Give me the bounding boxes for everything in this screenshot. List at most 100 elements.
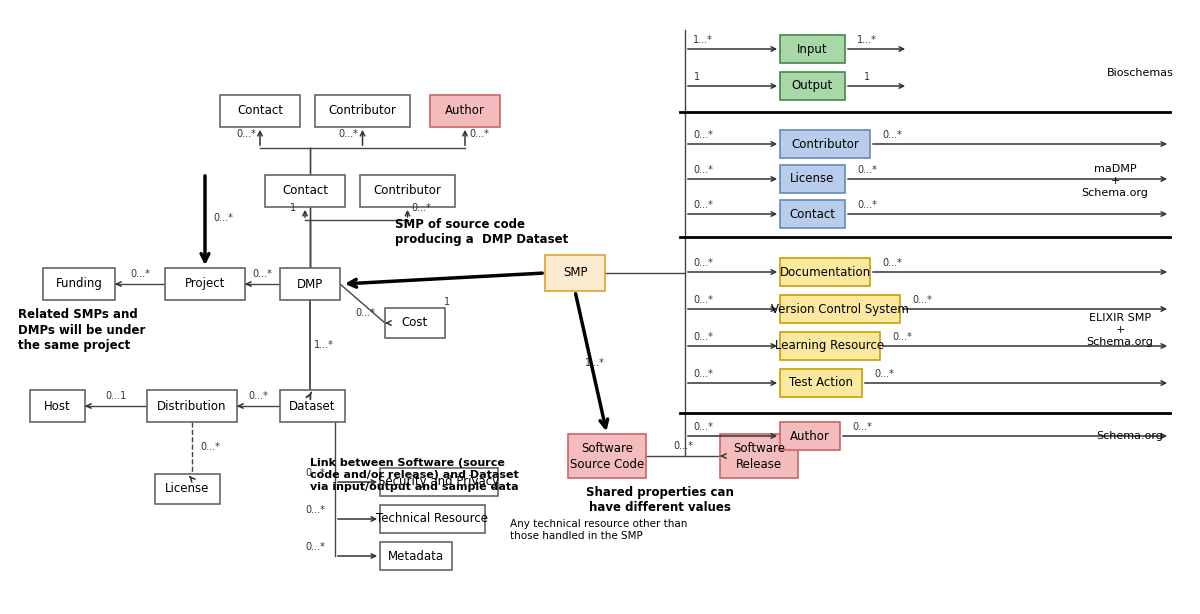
Text: 0...*: 0...*: [694, 422, 713, 432]
Text: License: License: [166, 483, 210, 495]
Text: 0...*: 0...*: [857, 165, 877, 175]
Text: SMP of source code
producing a  DMP Dataset: SMP of source code producing a DMP Datas…: [395, 218, 569, 246]
Text: 1...*: 1...*: [314, 340, 334, 350]
Text: Software
Source Code: Software Source Code: [570, 441, 644, 470]
FancyBboxPatch shape: [380, 505, 485, 533]
Text: SMP: SMP: [563, 266, 587, 279]
Text: 0...1: 0...1: [106, 391, 127, 401]
FancyBboxPatch shape: [780, 72, 845, 100]
Text: Software
Release: Software Release: [733, 441, 785, 470]
Text: Schema.org: Schema.org: [1097, 431, 1164, 441]
Text: Input: Input: [797, 42, 828, 55]
FancyBboxPatch shape: [780, 295, 900, 323]
Text: Contact: Contact: [790, 208, 835, 220]
FancyBboxPatch shape: [780, 422, 840, 450]
FancyBboxPatch shape: [568, 434, 646, 478]
Text: 0...*: 0...*: [252, 269, 272, 279]
Text: Funding: Funding: [55, 278, 102, 290]
FancyBboxPatch shape: [280, 390, 346, 422]
Text: Cost: Cost: [402, 316, 428, 330]
FancyBboxPatch shape: [220, 95, 300, 127]
FancyBboxPatch shape: [280, 268, 340, 300]
Text: Learning Resource: Learning Resource: [775, 340, 884, 352]
Text: Security and Privacy: Security and Privacy: [378, 475, 499, 489]
Text: Contact: Contact: [238, 104, 283, 117]
Text: Author: Author: [445, 104, 485, 117]
FancyBboxPatch shape: [780, 165, 845, 193]
Text: Related SMPs and
DMPs will be under
the same project: Related SMPs and DMPs will be under the …: [18, 308, 145, 351]
Text: 0...*: 0...*: [694, 200, 713, 210]
Text: 0...*: 0...*: [469, 129, 488, 139]
Text: Contact: Contact: [282, 184, 328, 198]
Text: 0...*: 0...*: [694, 369, 713, 379]
FancyBboxPatch shape: [265, 175, 346, 207]
FancyBboxPatch shape: [380, 468, 498, 496]
FancyBboxPatch shape: [545, 255, 605, 291]
Text: 0...*: 0...*: [882, 258, 902, 268]
FancyBboxPatch shape: [148, 390, 238, 422]
Text: 0...*: 0...*: [857, 200, 877, 210]
FancyBboxPatch shape: [166, 268, 245, 300]
Text: 0...*: 0...*: [248, 391, 269, 401]
Text: ELIXIR SMP
+
Schema.org: ELIXIR SMP + Schema.org: [1086, 313, 1153, 346]
Text: 0...*: 0...*: [305, 468, 325, 478]
Text: 0...*: 0...*: [673, 441, 692, 451]
FancyBboxPatch shape: [720, 434, 798, 478]
Text: Technical Resource: Technical Resource: [377, 513, 488, 526]
Text: Shared properties can
have different values: Shared properties can have different val…: [586, 486, 734, 514]
Text: Host: Host: [44, 400, 71, 413]
FancyBboxPatch shape: [780, 332, 880, 360]
Text: 0...*: 0...*: [852, 422, 872, 432]
FancyBboxPatch shape: [780, 130, 870, 158]
Text: 0...*: 0...*: [236, 129, 256, 139]
Text: Dataset: Dataset: [289, 400, 336, 413]
Text: 1: 1: [694, 72, 700, 82]
Text: Link between Software (source
code and/or release) and Dataset
via input/output : Link between Software (source code and/o…: [310, 459, 518, 492]
Text: 0...*: 0...*: [694, 165, 713, 175]
Text: Output: Output: [792, 79, 833, 93]
FancyBboxPatch shape: [30, 390, 85, 422]
Text: 0...*: 0...*: [694, 332, 713, 342]
Text: 0...*: 0...*: [874, 369, 894, 379]
Text: 0...*: 0...*: [694, 295, 713, 305]
Text: 0...*: 0...*: [912, 295, 932, 305]
FancyBboxPatch shape: [314, 95, 410, 127]
FancyBboxPatch shape: [43, 268, 115, 300]
Text: 0...*: 0...*: [200, 442, 220, 452]
Text: 1...*: 1...*: [586, 357, 605, 368]
Text: Author: Author: [790, 430, 830, 443]
FancyBboxPatch shape: [155, 474, 220, 504]
Text: Metadata: Metadata: [388, 550, 444, 562]
FancyBboxPatch shape: [780, 35, 845, 63]
Text: Documentation: Documentation: [780, 265, 870, 279]
Text: 0...*: 0...*: [694, 130, 713, 140]
Text: 0...*: 0...*: [892, 332, 912, 342]
FancyBboxPatch shape: [380, 542, 452, 570]
Text: License: License: [791, 173, 835, 185]
Text: 0...*: 0...*: [214, 213, 233, 223]
FancyBboxPatch shape: [780, 369, 862, 397]
Text: 0...*: 0...*: [412, 203, 432, 213]
FancyBboxPatch shape: [780, 258, 870, 286]
Text: 1...*: 1...*: [857, 35, 877, 45]
Text: Contributor: Contributor: [373, 184, 442, 198]
Text: 0...*: 0...*: [694, 258, 713, 268]
Text: 0...*: 0...*: [130, 269, 150, 279]
Text: DMP: DMP: [296, 278, 323, 290]
Text: 1: 1: [444, 297, 450, 307]
FancyBboxPatch shape: [385, 308, 445, 338]
Text: 0...*: 0...*: [305, 505, 325, 515]
Text: 0...*: 0...*: [882, 130, 902, 140]
Text: 1: 1: [864, 72, 870, 82]
Text: Contributor: Contributor: [329, 104, 396, 117]
Text: Test Action: Test Action: [790, 376, 853, 389]
Text: 0...*: 0...*: [355, 308, 376, 318]
Text: Any technical resource other than
those handled in the SMP: Any technical resource other than those …: [510, 519, 688, 541]
Text: Version Control System: Version Control System: [772, 303, 908, 316]
Text: Project: Project: [185, 278, 226, 290]
FancyBboxPatch shape: [780, 200, 845, 228]
Text: Contributor: Contributor: [791, 138, 859, 150]
Text: 0...*: 0...*: [338, 129, 359, 139]
FancyBboxPatch shape: [360, 175, 455, 207]
Text: 1: 1: [290, 203, 296, 213]
